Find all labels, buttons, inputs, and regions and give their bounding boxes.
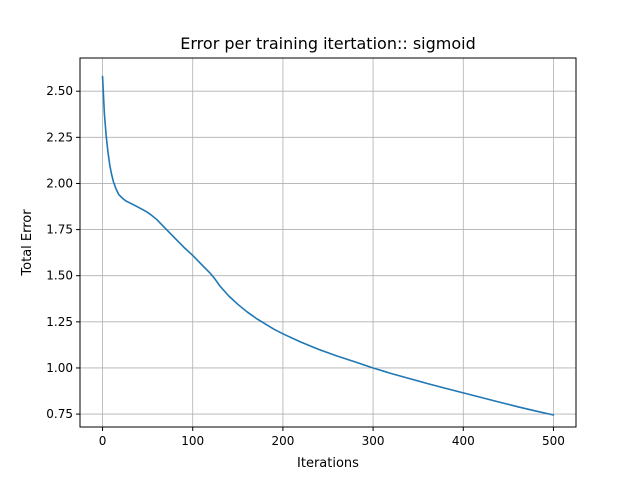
series-layer <box>101 75 555 416</box>
y-tick-label: 1.50 <box>46 269 73 283</box>
y-tick-label: 2.00 <box>46 176 73 190</box>
x-tick-label: 0 <box>99 434 107 448</box>
x-tick-label: 300 <box>362 434 385 448</box>
y-tick-label: 2.50 <box>46 84 73 98</box>
grid-lines <box>80 58 576 427</box>
x-axis-label: Iterations <box>297 456 359 471</box>
y-tick-label: 2.25 <box>46 130 73 144</box>
chart-title: Error per training itertation:: sigmoid <box>180 34 475 53</box>
y-tick-label: 1.00 <box>46 361 73 375</box>
plot-area-frame <box>79 57 577 428</box>
x-tick-label: 400 <box>452 434 475 448</box>
y-tick-label: 0.75 <box>46 407 73 421</box>
x-tick-label: 500 <box>542 434 565 448</box>
x-tick-label: 100 <box>181 434 204 448</box>
y-tick-label: 1.75 <box>46 223 73 237</box>
x-tick-label: 200 <box>271 434 294 448</box>
y-tick-label: 1.25 <box>46 315 73 329</box>
axis-ticks: 0 100 200 300 400 500 0.75 1.00 1.25 1.50 1.75 2.00… <box>46 84 565 448</box>
y-axis-label: Total Error <box>20 209 35 277</box>
series-line-0 <box>101 75 555 416</box>
